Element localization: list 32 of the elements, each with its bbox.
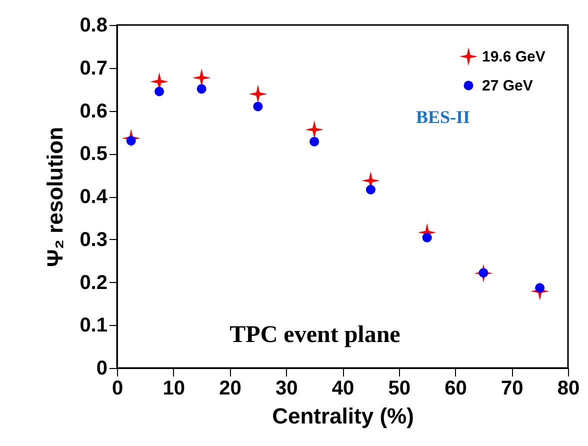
y-tick-label: 0.1 xyxy=(80,314,108,337)
x-tick-label: 60 xyxy=(444,378,467,400)
point xyxy=(253,102,263,112)
x-tick-label: 80 xyxy=(557,378,580,400)
x-tick-label: 30 xyxy=(276,378,298,400)
point xyxy=(248,84,268,104)
annotation: BES-II xyxy=(416,107,470,127)
x-tick-label: 70 xyxy=(501,378,524,400)
y-tick-label: 0 xyxy=(96,358,108,380)
y-tick-label: 0.4 xyxy=(80,186,108,208)
point xyxy=(154,86,164,96)
y-tick-label: 0.8 xyxy=(80,14,108,36)
x-tick-label: 20 xyxy=(219,378,242,400)
legend-label: 27 GeV xyxy=(482,78,533,94)
y-axis-title: Ψ₂ resolution xyxy=(42,126,68,268)
y-tick-label: 0.5 xyxy=(80,143,108,166)
y-tick-label: 0.6 xyxy=(80,100,108,122)
x-tick-label: 0 xyxy=(112,378,124,400)
point xyxy=(305,120,324,139)
annotation: TPC event plane xyxy=(230,322,401,348)
y-tick-label: 0.2 xyxy=(80,272,108,294)
point xyxy=(422,232,432,242)
point xyxy=(366,184,376,194)
point xyxy=(196,84,206,94)
legend-label: 19.6 GeV xyxy=(482,48,546,66)
x-tick-label: 10 xyxy=(162,378,185,400)
x-tick-label: 50 xyxy=(388,378,410,400)
point xyxy=(310,136,320,146)
y-tick-label: 0.7 xyxy=(80,57,108,80)
x-tick-label: 40 xyxy=(332,378,354,400)
y-tick-label: 0.3 xyxy=(80,228,108,251)
x-axis-title: Centrality (%) xyxy=(272,404,414,428)
